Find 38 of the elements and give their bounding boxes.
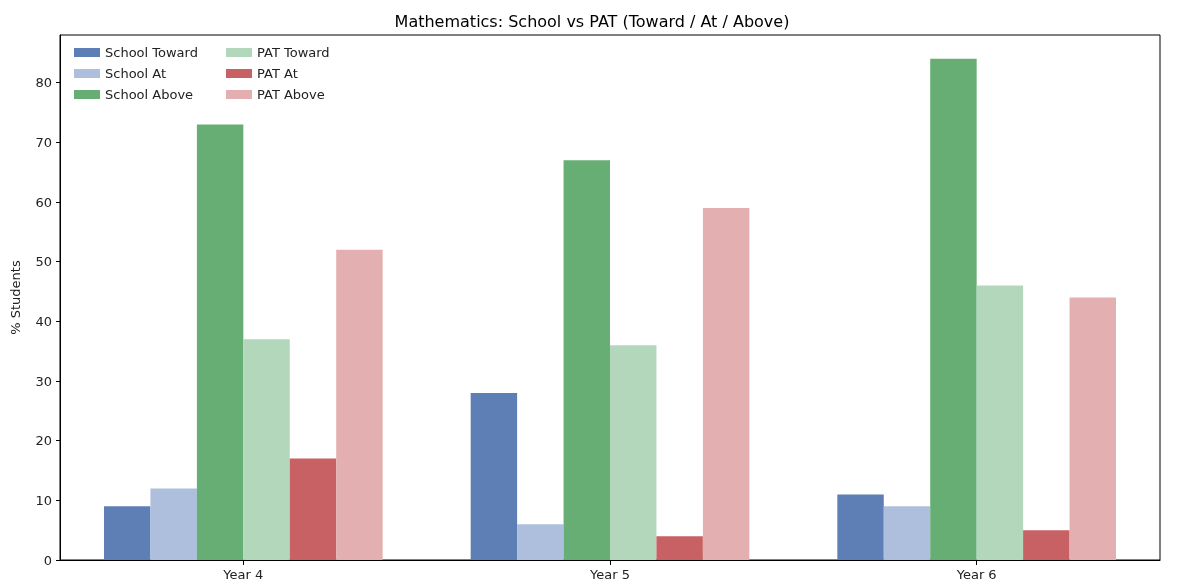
y-axis-title: % Students	[8, 260, 23, 335]
legend-label: PAT At	[257, 66, 298, 81]
y-tick-label: 40	[35, 313, 52, 329]
bar	[470, 392, 518, 560]
bar	[702, 208, 750, 560]
bar	[517, 524, 564, 560]
x-tick-label: Year 4	[222, 567, 264, 582]
legend-label: School Above	[105, 87, 194, 102]
bar	[976, 285, 1024, 560]
y-tick-label: 30	[35, 373, 52, 389]
bar	[656, 536, 703, 560]
x-tick-label: Year 5	[589, 567, 630, 582]
legend-label: PAT Above	[257, 87, 325, 102]
bar	[150, 488, 197, 560]
bar	[610, 345, 657, 560]
bar	[104, 506, 151, 560]
y-tick-label: 70	[35, 134, 52, 150]
bar	[336, 249, 383, 560]
legend-label: PAT Toward	[257, 45, 330, 60]
legend-label: School At	[105, 66, 167, 81]
bar	[837, 494, 884, 560]
chart-title: Mathematics: School vs PAT (Toward / At / Above)	[394, 11, 790, 31]
bar	[930, 58, 977, 560]
bar	[243, 339, 290, 560]
y-tick-label: 20	[35, 433, 52, 449]
legend-label: School Toward	[105, 45, 198, 60]
bar	[1023, 530, 1070, 560]
y-tick-label: 0	[43, 552, 52, 568]
x-tick-label: Year 6	[955, 567, 997, 582]
y-tick-label: 10	[35, 492, 52, 508]
bar	[883, 506, 931, 560]
y-tick-label: 80	[35, 75, 52, 91]
bar	[1069, 297, 1116, 560]
bar	[563, 160, 610, 560]
bar	[289, 458, 337, 560]
y-tick-label: 50	[35, 254, 52, 270]
bar	[196, 124, 244, 560]
y-tick-label: 60	[35, 194, 52, 210]
